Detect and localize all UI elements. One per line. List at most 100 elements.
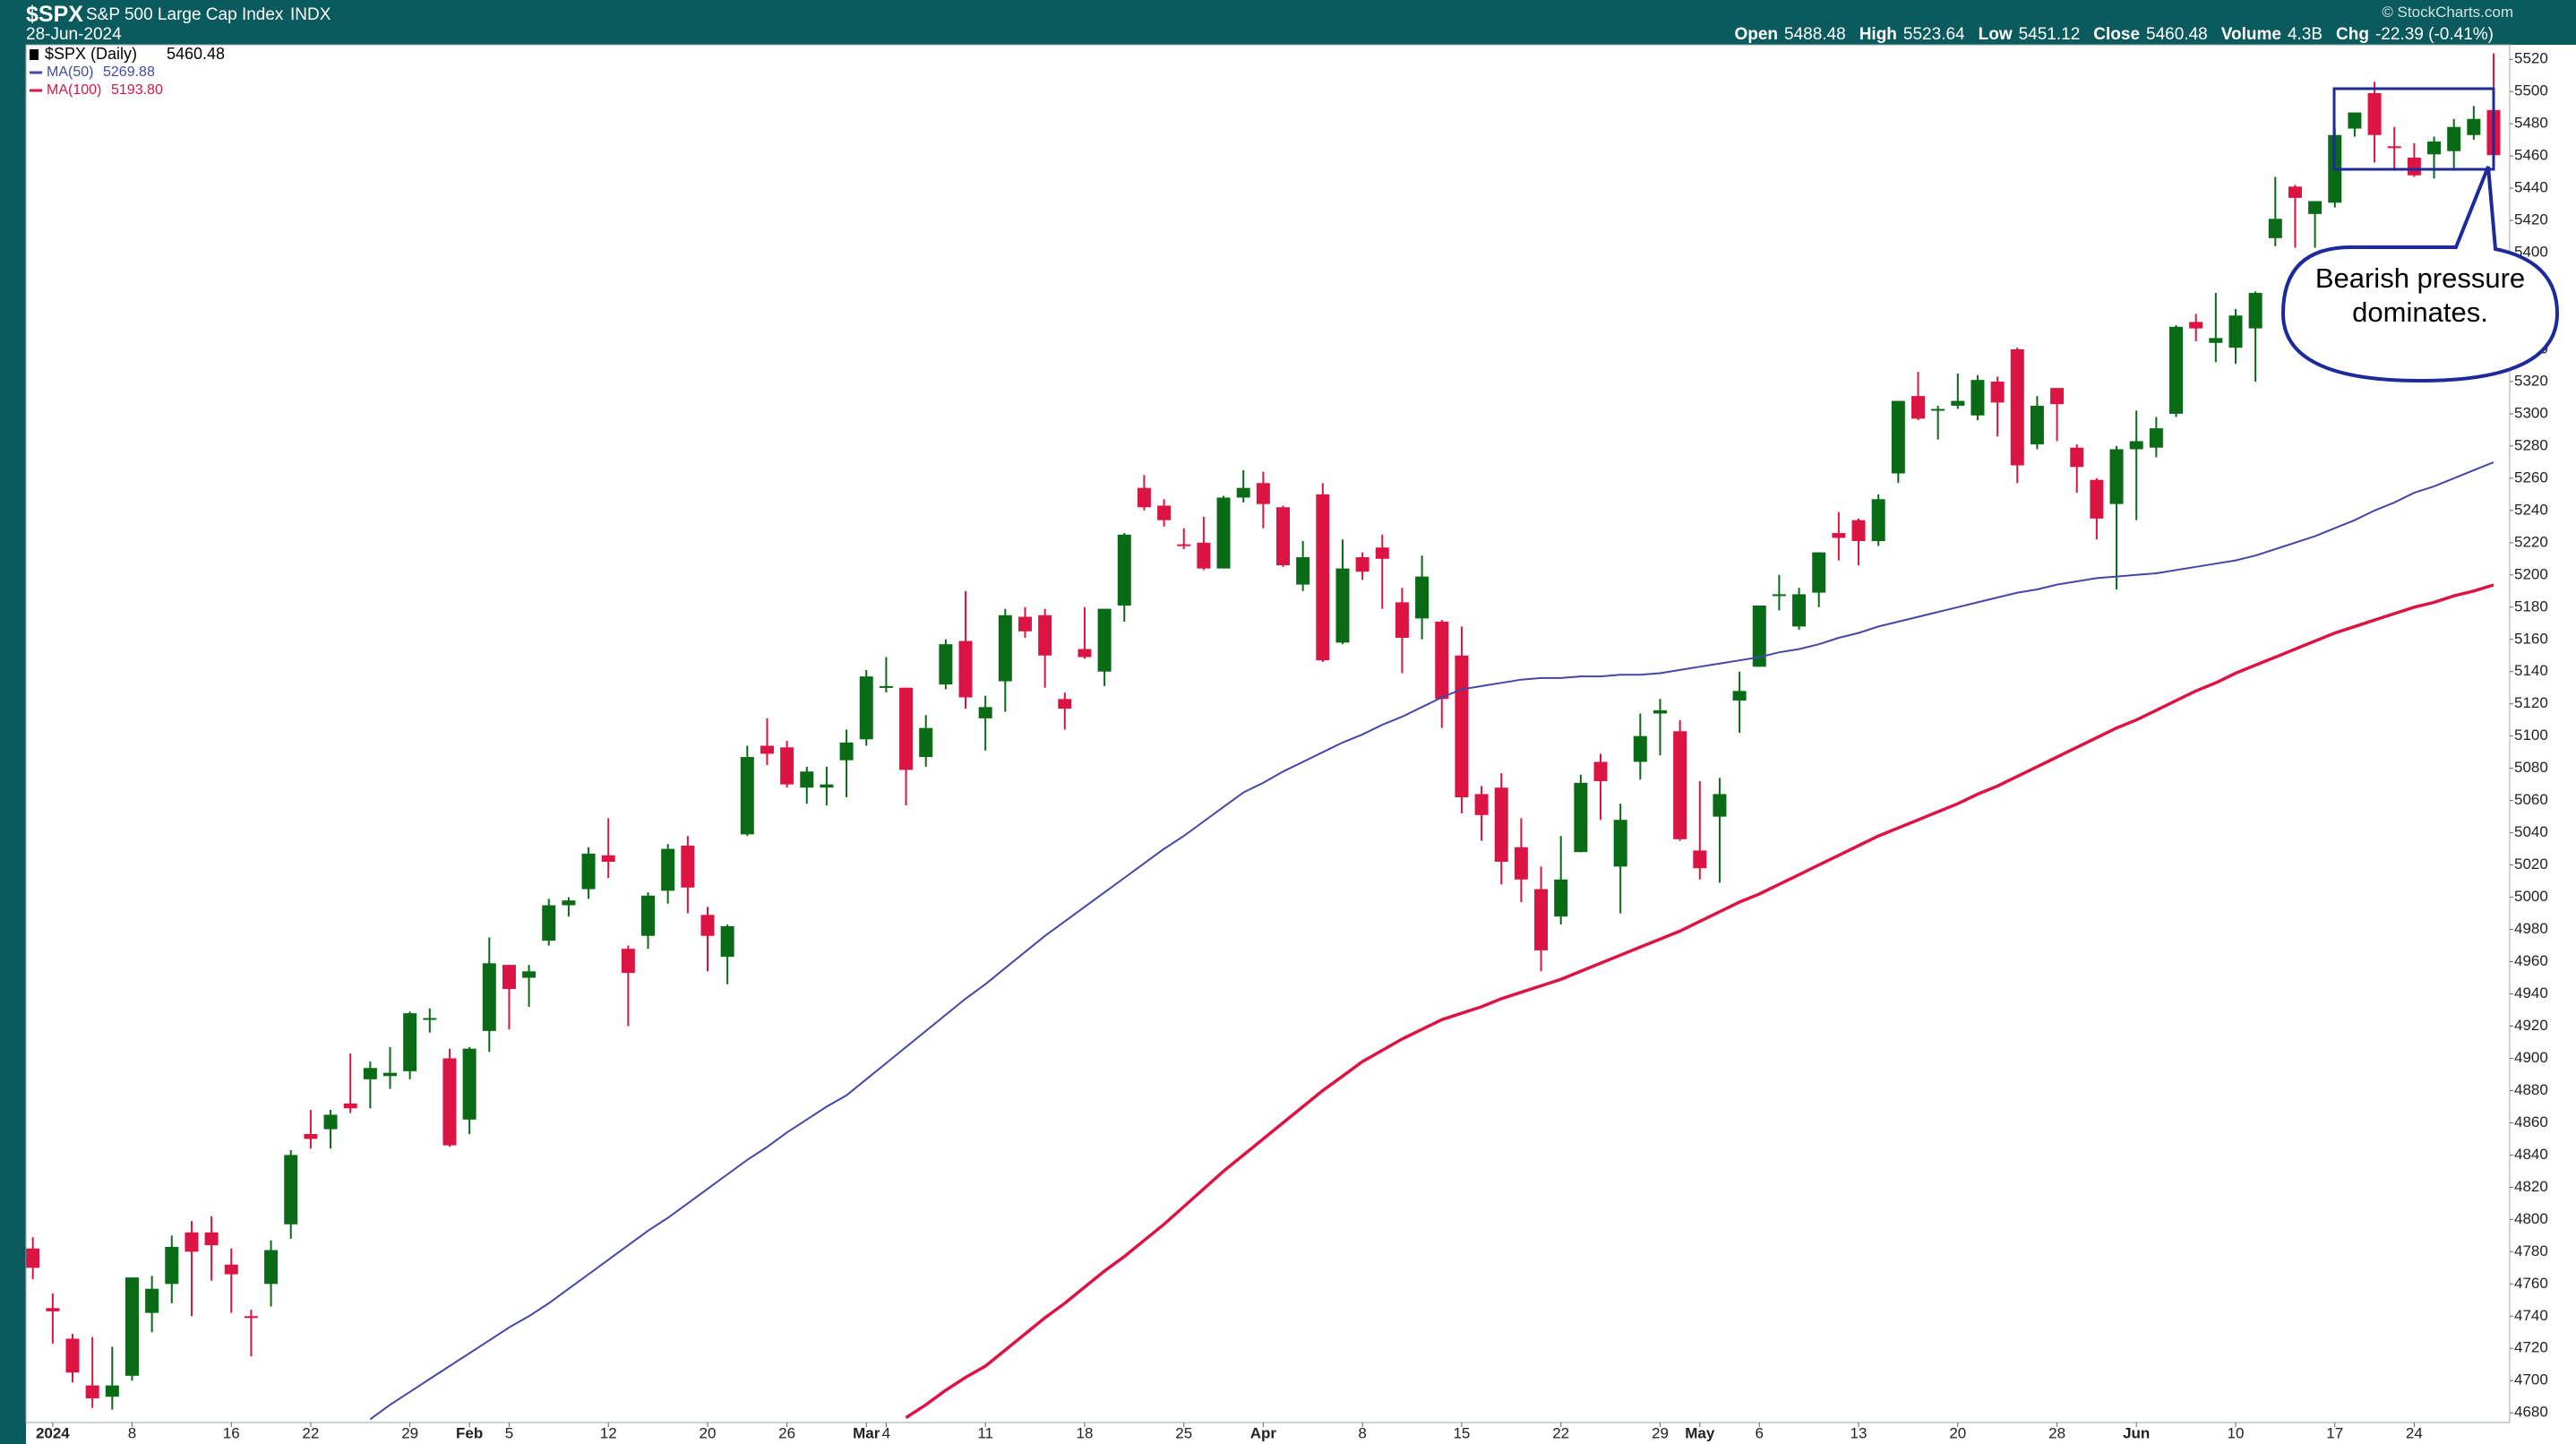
candle-body — [383, 1072, 398, 1077]
y-tick-label: 5080 — [2514, 759, 2548, 776]
credit: © StockCharts.com — [2382, 4, 2513, 21]
candle-body — [1732, 691, 1747, 701]
candle-body — [1653, 709, 1667, 714]
index-name: S&P 500 Large Cap Index — [86, 5, 284, 24]
candle-body — [1058, 699, 1072, 709]
candle-body — [2090, 479, 2104, 519]
candle-body — [2070, 447, 2084, 468]
candle-body — [2407, 157, 2421, 176]
x-tick-label: 5 — [505, 1424, 513, 1441]
stat-value: 4.3B — [2287, 25, 2323, 44]
x-tick-label: Mar — [853, 1424, 880, 1441]
y-tick-label: 4880 — [2514, 1081, 2548, 1098]
y-tick-label: 5260 — [2514, 468, 2548, 486]
candle-body — [1891, 400, 1905, 474]
stat-value: 5523.64 — [1902, 25, 1965, 44]
candle-body — [1355, 557, 1370, 572]
candle-body — [204, 1232, 219, 1246]
candle-body — [2189, 322, 2203, 329]
candle-body — [1038, 615, 1052, 656]
stat-value: 5488.48 — [1784, 25, 1846, 44]
x-tick-label: 22 — [302, 1424, 319, 1441]
candle-body — [2209, 338, 2223, 343]
candle-body — [1137, 487, 1151, 508]
candle-body — [760, 745, 774, 754]
candle-body — [26, 1248, 40, 1268]
y-tick-label: 5140 — [2514, 662, 2548, 679]
candle-body — [601, 855, 615, 863]
plot-background — [26, 45, 2576, 1444]
y-tick-label: 5180 — [2514, 597, 2548, 615]
x-tick-label: 24 — [2406, 1424, 2423, 1441]
y-tick-label: 5520 — [2514, 50, 2548, 67]
candle-body — [1832, 533, 1846, 538]
y-tick-label: 5100 — [2514, 726, 2548, 743]
candle-body — [224, 1264, 238, 1275]
x-tick-label: Jun — [2123, 1424, 2150, 1441]
y-tick-label: 5220 — [2514, 533, 2548, 550]
candle-body — [1851, 520, 1866, 542]
x-tick-label: 8 — [1358, 1424, 1366, 1441]
candle-body — [1871, 499, 1885, 542]
candle-body — [363, 1068, 377, 1079]
candle-body — [919, 727, 933, 758]
x-tick-label: 28 — [2048, 1424, 2065, 1441]
y-tick-label: 5000 — [2514, 888, 2548, 905]
y-tick-label: 4760 — [2514, 1275, 2548, 1292]
candle-body — [1078, 649, 1092, 658]
plot — [26, 53, 2501, 1421]
candle-body — [145, 1288, 159, 1313]
candle-body — [1990, 381, 2005, 403]
candle-body — [740, 757, 754, 835]
x-tick-label: 20 — [700, 1424, 717, 1441]
candle-body — [1375, 547, 1389, 559]
stat-label: Close — [2093, 25, 2141, 44]
candle-body — [1772, 594, 1786, 597]
candle-body — [284, 1155, 298, 1225]
candle-body — [1415, 576, 1430, 619]
candle-body — [85, 1385, 99, 1399]
candle-body — [681, 846, 695, 888]
symbol: $SPX — [26, 2, 83, 27]
candle-body — [1613, 820, 1627, 867]
candle-body — [1812, 552, 1826, 593]
candle-body — [1514, 847, 1528, 880]
callout — [2280, 166, 2560, 383]
candle-body — [621, 949, 635, 974]
x-tick-label: 29 — [1652, 1424, 1669, 1441]
y-tick-label: 5120 — [2514, 694, 2548, 711]
candle-body — [1693, 850, 1707, 869]
y-tick-label: 4820 — [2514, 1178, 2548, 1195]
candle-body — [244, 1316, 258, 1319]
candle-body — [1931, 408, 1945, 411]
candle-body — [820, 784, 834, 788]
candle-body — [2169, 326, 2184, 414]
x-tick-label: 8 — [128, 1424, 136, 1441]
candle-body — [2228, 315, 2243, 348]
candle-body — [522, 971, 537, 978]
y-tick-label: 5060 — [2514, 791, 2548, 808]
y-tick-label: 5040 — [2514, 823, 2548, 840]
stat-value: 5451.12 — [2018, 25, 2081, 44]
y-tick-label: 4960 — [2514, 952, 2548, 969]
highlight-box — [2332, 87, 2495, 171]
candle-body — [2387, 146, 2401, 149]
candle-body — [1335, 568, 1350, 643]
x-tick-label: 4 — [882, 1424, 890, 1441]
candle-body — [462, 1048, 477, 1120]
y-tick-label: 5420 — [2514, 211, 2548, 228]
y-tick-label: 5300 — [2514, 404, 2548, 421]
x-tick-label: 6 — [1756, 1424, 1764, 1441]
candle-body — [581, 854, 596, 890]
y-tick-label: 4940 — [2514, 984, 2548, 1001]
candle-body — [1177, 544, 1191, 546]
candle-body — [1316, 494, 1330, 661]
candle-body — [1713, 794, 1727, 817]
candle-body — [661, 848, 675, 891]
stat-label: High — [1859, 25, 1897, 44]
y-tick-label: 5500 — [2514, 82, 2548, 99]
candle-body — [1494, 787, 1508, 863]
candle-body — [998, 615, 1012, 682]
exchange: INDX — [290, 5, 331, 24]
